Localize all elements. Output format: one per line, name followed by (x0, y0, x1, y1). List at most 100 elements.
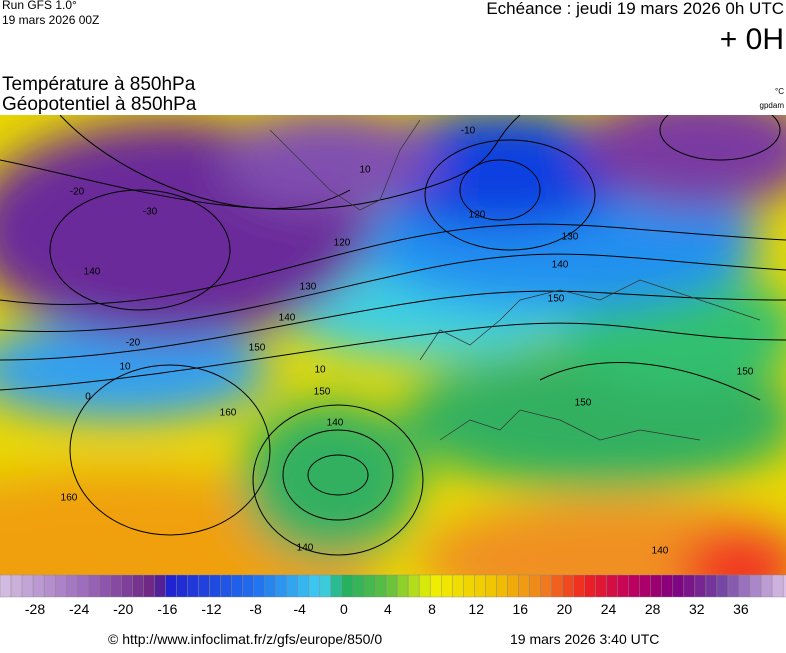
colorbar-swatch (639, 574, 651, 598)
colorbar-swatch (782, 574, 786, 598)
contour-label: 150 (575, 398, 592, 409)
colorbar-swatch (396, 574, 409, 598)
colorbar-swatch (264, 574, 276, 598)
contour-label: 140 (297, 543, 314, 554)
contour-label: 10 (314, 365, 326, 376)
contour-label: 150 (548, 294, 565, 305)
colorbar-swatch (10, 574, 23, 598)
contour-label: 0 (85, 392, 91, 403)
contour-label: 130 (562, 232, 579, 243)
colorbar-tick-label: -4 (293, 601, 306, 617)
colorbar-tick-label: -8 (249, 601, 262, 617)
colorbar-tick-label: -12 (201, 601, 221, 617)
offset: + 0H (720, 23, 784, 56)
colorbar-swatch (143, 574, 155, 598)
colorbar-tick-label: 12 (468, 601, 484, 617)
colorbar-swatch (275, 574, 287, 598)
colorbar-tick-label: -16 (157, 601, 177, 617)
colorbar-tick-label: 4 (384, 601, 392, 617)
contour-label: 150 (249, 343, 266, 354)
colorbar-swatch (595, 574, 607, 598)
colorbar-swatch (385, 574, 398, 598)
run-date: 19 mars 2026 00Z (2, 13, 99, 27)
colorbar-swatch (407, 574, 420, 598)
contour-label: 10 (119, 362, 131, 373)
colorbar-swatch (661, 574, 674, 598)
colorbar-swatch (88, 574, 100, 598)
contour-label: -10 (461, 126, 476, 137)
colorbar-swatch (176, 574, 188, 598)
colorbar-swatch (43, 574, 56, 598)
colorbar-tick-label: -28 (25, 601, 45, 617)
colorbar-swatch (749, 574, 762, 598)
colorbar-swatch (617, 574, 629, 598)
colorbar-swatch (165, 574, 177, 598)
colorbar-swatch (441, 574, 453, 598)
title-geo: Géopotentiel à 850hPa (2, 94, 197, 115)
contour-label: 10 (359, 165, 371, 176)
colorbar-swatch (363, 574, 376, 598)
colorbar-swatch (330, 574, 343, 598)
colorbar-swatch (121, 574, 133, 598)
colorbar-swatch (628, 574, 640, 598)
unit-geo: gpdam (760, 101, 785, 110)
colorbar-tick-label: 20 (557, 601, 573, 617)
colorbar-tick-label: 16 (513, 601, 529, 617)
colorbar-swatch (0, 574, 12, 598)
colorbar-swatch (319, 574, 332, 598)
colorbar-tick-label: 32 (689, 601, 705, 617)
contour-label: -20 (126, 338, 141, 349)
contour-labels: -10 10 120 130 140 150 150 150 140 140 140 150 160 16… (61, 126, 754, 557)
colorbar-swatch (352, 574, 365, 598)
contour-label: 140 (652, 546, 669, 557)
colorbar-swatch (308, 574, 321, 598)
map (0, 115, 786, 575)
colorbar-tick-label: 24 (601, 601, 617, 617)
contour-label: 150 (314, 387, 331, 398)
contour-label: 160 (220, 408, 237, 419)
colorbar-swatch (253, 574, 265, 598)
colorbar-tick-label: -20 (113, 601, 133, 617)
colorbar-swatch (485, 574, 497, 598)
footer-url: © http://www.infoclimat.fr/z/gfs/europe/… (108, 631, 382, 647)
colorbar-swatch (32, 574, 45, 598)
colorbar-swatch (529, 574, 541, 598)
colorbar-swatch (187, 574, 199, 598)
colorbar-swatch (683, 574, 696, 598)
colorbar-swatch (474, 574, 486, 598)
colorbar-swatch (463, 574, 475, 598)
colorbar-swatch (452, 574, 464, 598)
contour-label: 120 (469, 210, 486, 221)
colorbar-swatch (551, 574, 563, 598)
colorbar-swatch (771, 574, 784, 598)
contour-label: -20 (70, 187, 85, 198)
colorbar-swatch (132, 574, 144, 598)
colorbar-swatch (716, 574, 729, 598)
colorbar-swatch (694, 574, 707, 598)
colorbar-tick-label: 28 (645, 601, 661, 617)
contour-label: 120 (334, 238, 351, 249)
colorbar-swatch (65, 574, 78, 598)
colorbar-swatch (231, 574, 243, 598)
contour-label: 150 (737, 367, 754, 378)
colorbar-tick-label: -24 (69, 601, 89, 617)
colorbar-swatch (297, 574, 310, 598)
colorbar-tick-label: 36 (733, 601, 749, 617)
colorbar-swatch (77, 574, 89, 598)
contour-label: -30 (143, 207, 158, 218)
colorbar-swatch (21, 574, 34, 598)
colorbar-swatch (54, 574, 67, 598)
colorbar-swatch (242, 574, 254, 598)
contour-label: 130 (300, 282, 317, 293)
colorbar-swatch (374, 574, 387, 598)
colorbar-swatch (209, 574, 221, 598)
colorbar-swatch (518, 574, 530, 598)
colorbar-tick-label: 8 (428, 601, 436, 617)
contour-label: 140 (84, 267, 101, 278)
colorbar-swatch (705, 574, 718, 598)
colorbar-swatch (99, 574, 111, 598)
unit-temp: °C (775, 87, 784, 96)
echeance: Echéance : jeudi 19 mars 2026 0h UTC (486, 0, 784, 18)
colorbar-swatch (496, 574, 508, 598)
